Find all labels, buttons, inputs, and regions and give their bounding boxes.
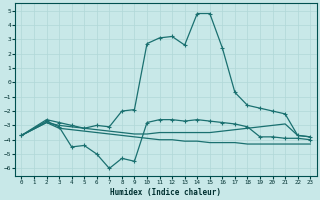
X-axis label: Humidex (Indice chaleur): Humidex (Indice chaleur) bbox=[110, 188, 221, 197]
